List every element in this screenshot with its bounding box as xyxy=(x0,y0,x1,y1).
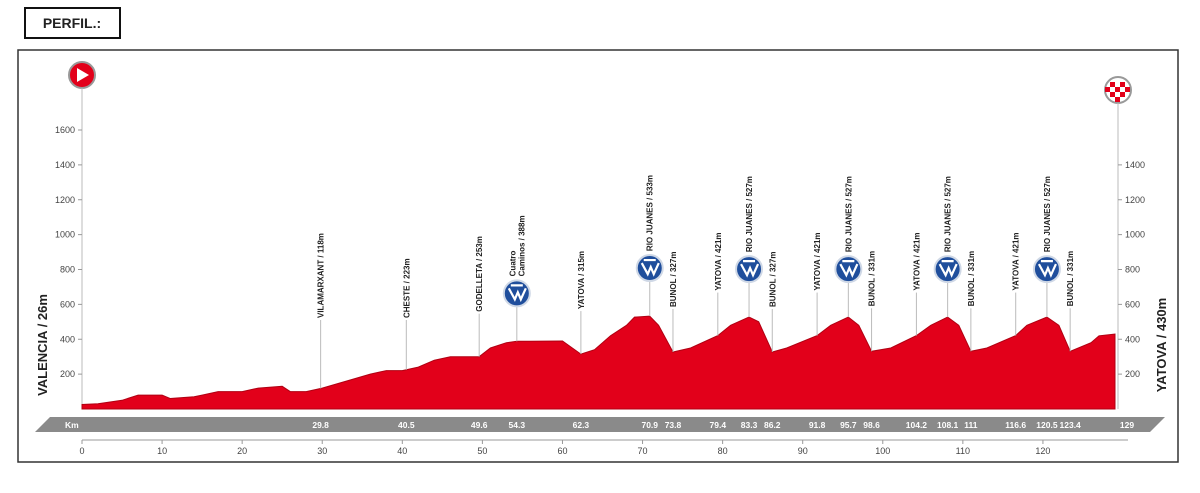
y2-tick-label: 200 xyxy=(1125,369,1140,379)
waypoint-label: RIO JUANES / 527m xyxy=(745,176,754,252)
waypoint-km: 29.8 xyxy=(312,420,329,430)
waypoint-km: 104.2 xyxy=(906,420,928,430)
waypoint-label: YATOVA / 421m xyxy=(1012,232,1021,290)
waypoint-km: 120.5 xyxy=(1036,420,1058,430)
waypoint-km: 86.2 xyxy=(764,420,781,430)
waypoint-label: VILAMARXANT / 118m xyxy=(317,233,326,318)
start-label: VALENCIA / 26m xyxy=(35,294,50,396)
y-tick-label: 1000 xyxy=(55,230,75,240)
y2-tick-label: 1000 xyxy=(1125,230,1145,240)
waypoint-km: 40.5 xyxy=(398,420,415,430)
kom-symbol xyxy=(938,260,958,278)
waypoint-label: YATOVA / 421m xyxy=(912,232,921,290)
waypoint-km: 54.3 xyxy=(509,420,526,430)
waypoint-km: 83.3 xyxy=(741,420,758,430)
y-tick-label: 600 xyxy=(60,299,75,309)
kom-icon xyxy=(635,254,664,283)
kom-symbol xyxy=(640,258,660,277)
kom-icon xyxy=(933,255,962,284)
y-tick-label: 1600 xyxy=(55,125,75,135)
kom-icon xyxy=(502,279,531,308)
x-tick-label: 100 xyxy=(875,446,890,456)
elevation-area xyxy=(81,315,1116,410)
y-tick-label: 400 xyxy=(60,334,75,344)
kom-symbol xyxy=(740,260,760,278)
waypoint-label: BUNOL / 331m xyxy=(868,251,877,306)
kom-symbol xyxy=(839,260,859,278)
x-tick-label: 90 xyxy=(798,446,808,456)
kom-icon xyxy=(1032,255,1061,284)
waypoint-km: 79.4 xyxy=(710,420,727,430)
waypoint-km: 91.8 xyxy=(809,420,826,430)
start-flag xyxy=(68,61,96,89)
waypoint-label: Cuatro xyxy=(508,250,517,276)
km-strip xyxy=(35,417,1165,432)
finish-flag xyxy=(1104,76,1132,104)
y2-tick-label: 400 xyxy=(1125,334,1140,344)
y2-tick-label: 1400 xyxy=(1125,160,1145,170)
waypoint-label: RIO JUANES / 527m xyxy=(944,176,953,252)
waypoint-km: 73.8 xyxy=(665,420,682,430)
kom-symbol xyxy=(507,284,527,303)
waypoint-km: 108.1 xyxy=(937,420,959,430)
x-tick-label: 20 xyxy=(237,446,247,456)
waypoint-label: RIO JUANES / 527m xyxy=(844,176,853,252)
waypoint-km: 123.4 xyxy=(1060,420,1082,430)
y2-tick-label: 800 xyxy=(1125,265,1140,275)
waypoint-km: 116.6 xyxy=(1005,420,1026,430)
x-axis-label: Km xyxy=(65,420,79,430)
y2-tick-label: 600 xyxy=(1125,299,1140,309)
waypoint-km: 70.9 xyxy=(641,420,658,430)
kom-icon xyxy=(834,255,863,284)
finish-label: YATOVA / 430m xyxy=(1154,298,1169,392)
kom-symbol xyxy=(1037,260,1057,278)
y-tick-label: 1200 xyxy=(55,195,75,205)
x-tick-label: 40 xyxy=(397,446,407,456)
y-tick-label: 1400 xyxy=(55,160,75,170)
chart-title: PERFIL.: xyxy=(43,15,101,31)
waypoint-label: BUNOL / 331m xyxy=(1066,251,1075,306)
waypoint-label: YATOVA / 421m xyxy=(813,232,822,290)
x-tick-label: 60 xyxy=(557,446,567,456)
y-tick-label: 800 xyxy=(60,265,75,275)
waypoint-km: 111 xyxy=(964,420,978,430)
waypoint-label: YATOVA / 421m xyxy=(714,232,723,290)
waypoint-label: CHESTE / 223m xyxy=(402,258,411,318)
waypoint-label: YATOVA / 315m xyxy=(577,251,586,309)
chart-frame xyxy=(17,49,1179,463)
x-tick-label: 70 xyxy=(638,446,648,456)
waypoint-label: RIO JUANES / 533m xyxy=(646,175,655,251)
x-tick-label: 110 xyxy=(956,446,970,456)
x-tick-label: 0 xyxy=(79,446,84,456)
waypoint-km: 49.6 xyxy=(471,420,488,430)
finish-km: 129 xyxy=(1120,420,1134,430)
waypoint-label: BUNOL / 331m xyxy=(967,251,976,306)
x-tick-label: 120 xyxy=(1035,446,1050,456)
waypoint-km: 98.6 xyxy=(863,420,880,430)
waypoint-km: 62.3 xyxy=(573,420,590,430)
x-tick-label: 80 xyxy=(718,446,728,456)
x-tick-label: 30 xyxy=(317,446,327,456)
x-tick-label: 10 xyxy=(157,446,167,456)
x-tick-label: 50 xyxy=(477,446,487,456)
waypoint-km: 95.7 xyxy=(840,420,857,430)
waypoint-label: RIO JUANES / 527m xyxy=(1043,176,1052,252)
waypoint-label: BUNOL / 327m xyxy=(669,252,678,307)
waypoint-label: BUNOL / 327m xyxy=(768,252,777,307)
y-tick-label: 200 xyxy=(60,369,75,379)
kom-icon xyxy=(735,255,764,284)
waypoint-label: Caminos / 388m xyxy=(517,215,526,276)
title-box xyxy=(24,7,121,39)
waypoint-label: GODELLETA / 253m xyxy=(475,236,484,312)
y2-tick-label: 1200 xyxy=(1125,195,1145,205)
